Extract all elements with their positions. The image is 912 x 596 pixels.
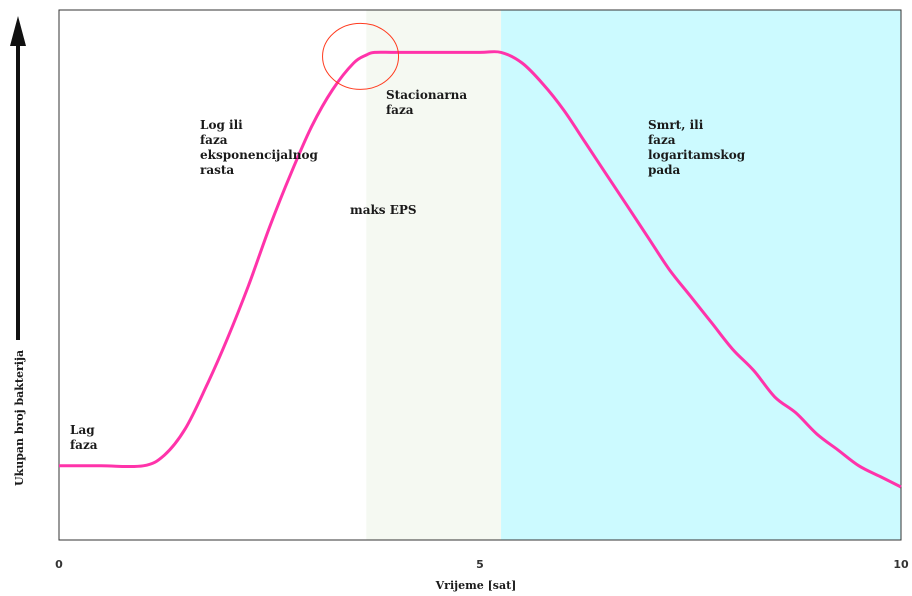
x-axis-label: Vrijeme [sat] xyxy=(435,579,517,592)
phase-label-3: Stacionarna faza xyxy=(386,88,467,117)
y-axis-arrow xyxy=(10,16,26,340)
x-tick-label-0: 0 xyxy=(55,558,63,571)
x-tick-label-1: 5 xyxy=(476,558,484,571)
plot-frame xyxy=(58,9,902,541)
x-tick-label-2: 10 xyxy=(893,558,909,571)
maks-eps-marker xyxy=(322,22,400,90)
phase-label-4: Smrt, ili faza logaritamskog pada xyxy=(648,118,746,177)
phase-labels: Lag faza Log ili faza eksponencijalnog rasta S… xyxy=(70,88,746,452)
phase-label-1: Lag faza xyxy=(70,423,98,452)
phase-label-2: Log ili faza eksponencijalnog rasta xyxy=(200,118,318,177)
phase-bands xyxy=(366,10,901,540)
maks-eps-label: maks EPS xyxy=(350,203,417,217)
y-axis-label: Ukupan broj bakterija xyxy=(13,350,26,486)
growth-curve-line xyxy=(59,50,902,489)
phase-band-4 xyxy=(501,10,901,540)
phase-band-3 xyxy=(366,10,502,540)
x-tick-labels: 0 5 10 xyxy=(55,558,909,571)
